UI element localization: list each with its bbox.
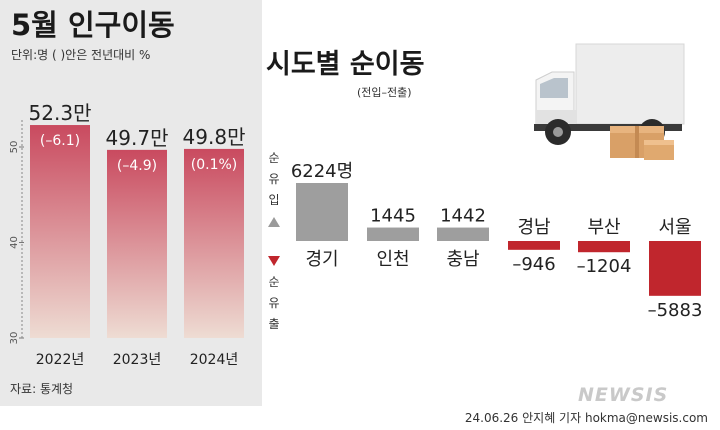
bar-value-label: 49.7만: [106, 126, 169, 150]
down-triangle-icon: [268, 256, 280, 266]
right-title: 시도별 순이동: [266, 49, 425, 80]
credit-email: hokma@newsis.com: [584, 411, 708, 425]
bar-2022년: [30, 125, 90, 338]
y-tick-label: 50: [9, 141, 20, 154]
bar-충남: [437, 227, 489, 241]
bar-change-label: (0.1%): [191, 157, 238, 173]
bar-경기: [296, 183, 348, 241]
value-label: 1442: [440, 206, 486, 227]
category-label: 인천: [376, 249, 409, 270]
left-title: 5월 인구이동: [11, 8, 175, 42]
x-tick-label: 2024년: [190, 352, 239, 368]
newsis-logo: NEWSIS: [578, 384, 669, 406]
truck-illustration: [534, 43, 685, 160]
bar-change-label: (–6.1): [40, 133, 80, 149]
bar-부산: [578, 241, 630, 253]
x-tick-label: 2023년: [113, 352, 162, 368]
inflow-char-3: 입: [268, 193, 279, 207]
unit-note: 단위:명 ( )안은 전년대비 %: [11, 48, 151, 62]
left-chart: 50 40 30 52.3만 (–6.1) 2022년 49.7만 (–4.9) 2023년 4…: [9, 101, 246, 368]
outflow-char-1: 순: [268, 275, 279, 289]
bar-서울: [649, 241, 701, 296]
outflow-char-2: 유: [268, 296, 279, 310]
bar-2023년: [107, 149, 167, 338]
value-label: –946: [512, 254, 555, 275]
bar-인천: [367, 227, 419, 241]
source: 자료: 통계청: [10, 382, 74, 396]
bar-value-label: 52.3만: [29, 101, 92, 125]
bar-경남: [508, 241, 560, 250]
right-subtitle: (전입–전출): [357, 86, 412, 99]
inflow-char-2: 유: [268, 172, 279, 186]
credit-date-author: 24.06.26 안지혜 기자: [464, 411, 582, 425]
value-label: 6224명: [291, 161, 353, 182]
category-label: 경기: [305, 249, 338, 270]
bar-change-label: (–4.9): [117, 158, 157, 174]
value-label: 1445: [370, 206, 416, 227]
y-tick-label: 30: [9, 332, 20, 345]
right-panel: 시도별 순이동 (전입–전출) 순 유 입: [262, 0, 720, 406]
category-label: 충남: [446, 249, 479, 270]
value-label: –5883: [648, 300, 703, 321]
category-label: 서울: [658, 217, 691, 238]
bar-2024년: [184, 148, 244, 338]
value-label: –1204: [577, 256, 632, 277]
left-panel: 5월 인구이동 단위:명 ( )안은 전년대비 % 50 40 30 52.3만 (–…: [0, 0, 262, 406]
bar-value-label: 49.8만: [183, 125, 246, 149]
inflow-char-1: 순: [268, 151, 279, 165]
up-triangle-icon: [268, 217, 280, 227]
category-label: 경남: [517, 217, 550, 238]
y-tick-label: 40: [9, 236, 20, 249]
x-tick-label: 2022년: [36, 352, 85, 368]
outflow-char-3: 출: [268, 317, 279, 331]
credit-line: 24.06.26 안지혜 기자 hokma@newsis.com: [465, 409, 708, 426]
footer: 24.06.26 안지혜 기자 hokma@newsis.com: [0, 406, 720, 430]
category-label: 부산: [587, 217, 620, 238]
